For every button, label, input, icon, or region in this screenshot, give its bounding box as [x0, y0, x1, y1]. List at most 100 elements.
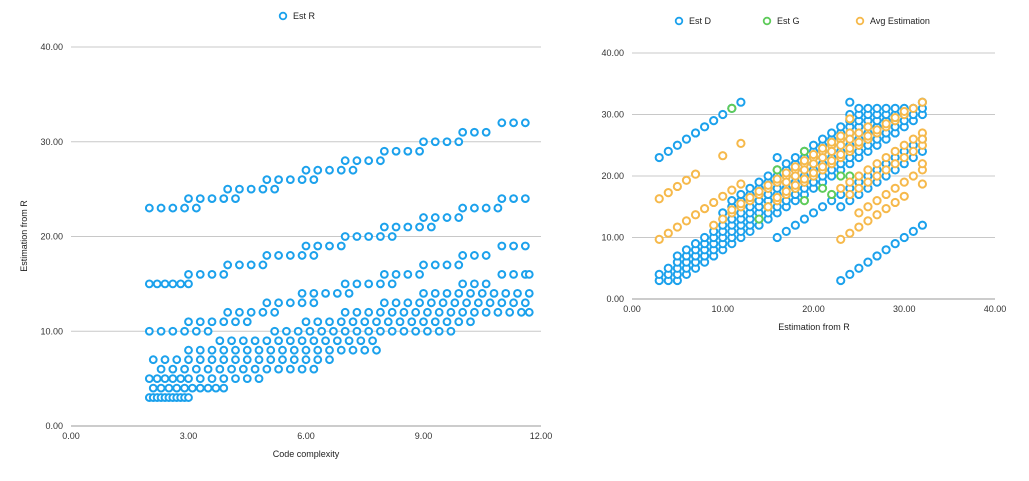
point-est-r: [509, 270, 518, 279]
point-est-d: [854, 263, 864, 273]
point-est-d: [845, 97, 855, 107]
point-est-d: [836, 122, 846, 132]
point-avg-estimation: [863, 165, 873, 175]
point-est-d: [817, 202, 828, 212]
point-avg-estimation: [845, 114, 855, 124]
point-est-r: [219, 383, 229, 393]
point-est-r: [470, 279, 479, 289]
point-est-r: [415, 298, 424, 308]
point-avg-estimation: [718, 151, 728, 161]
point-est-r: [278, 345, 287, 355]
point-est-r: [231, 374, 240, 384]
point-est-r: [262, 298, 272, 308]
point-est-r: [285, 298, 295, 308]
point-est-r: [176, 279, 186, 289]
point-est-r: [219, 317, 229, 327]
point-est-r: [156, 364, 166, 374]
point-est-r: [309, 336, 319, 346]
point-est-r: [172, 383, 182, 393]
point-est-r: [254, 355, 264, 365]
point-est-r: [258, 307, 268, 317]
point-avg-estimation: [690, 210, 701, 220]
chart1-points: [144, 118, 534, 402]
point-est-r: [509, 118, 518, 128]
point-est-r: [180, 383, 189, 393]
point-est-r: [317, 326, 327, 336]
point-est-r: [434, 307, 444, 317]
point-avg-estimation: [845, 228, 855, 238]
point-avg-estimation: [917, 97, 928, 107]
point-est-r: [473, 298, 483, 308]
point-est-r: [340, 326, 350, 336]
point-est-r: [391, 270, 401, 279]
point-est-r: [297, 336, 307, 346]
point-est-d: [672, 140, 682, 150]
point-est-r: [376, 156, 385, 166]
legend-label-est-r: Est R: [293, 11, 316, 21]
point-avg-estimation: [854, 222, 864, 232]
point-est-r: [266, 355, 276, 365]
point-est-d: [899, 232, 909, 243]
point-est-r: [285, 175, 295, 185]
point-avg-estimation: [763, 202, 773, 212]
c2-x-tick-label: 20.00: [802, 304, 825, 314]
point-avg-estimation: [854, 171, 864, 181]
point-est-r: [438, 298, 448, 308]
point-est-d: [781, 226, 791, 236]
point-est-r: [497, 270, 507, 279]
legend-marker-avg-estimation: [855, 16, 865, 26]
point-est-r: [415, 270, 424, 279]
point-est-r: [505, 307, 515, 317]
point-est-r: [144, 279, 154, 289]
point-est-r: [297, 288, 307, 298]
point-est-r: [203, 364, 213, 374]
point-est-d: [808, 208, 819, 218]
point-est-r: [458, 251, 468, 260]
point-est-r: [211, 383, 221, 393]
point-est-d: [772, 232, 782, 243]
point-avg-estimation: [890, 197, 900, 208]
point-est-r: [195, 317, 205, 327]
chart2-legend: Est D Est G Avg Estimation: [674, 16, 930, 26]
point-est-r: [176, 374, 186, 384]
point-est-r: [352, 232, 362, 241]
point-est-r: [344, 336, 354, 346]
point-est-d: [690, 239, 701, 249]
point-avg-estimation: [654, 234, 664, 244]
point-est-r: [454, 213, 464, 222]
point-est-r: [184, 374, 193, 384]
chart2-y-tick-labels: 0.00 10.00 20.00 30.00 40.00: [601, 48, 624, 304]
point-est-r: [434, 326, 444, 336]
point-est-r: [309, 251, 319, 260]
point-est-r: [368, 336, 377, 346]
point-est-r: [403, 270, 413, 279]
point-est-r: [454, 137, 464, 147]
point-est-d: [799, 214, 810, 224]
point-est-r: [485, 298, 495, 308]
point-est-r: [360, 345, 370, 355]
point-avg-estimation: [917, 159, 928, 169]
c1-y-tick-label: 20.00: [40, 232, 63, 242]
point-est-r: [184, 355, 193, 365]
point-est-r: [297, 175, 307, 185]
point-est-d: [654, 152, 664, 163]
point-est-r: [419, 288, 428, 298]
c2-x-tick-label: 10.00: [711, 304, 734, 314]
point-avg-estimation: [890, 146, 900, 156]
point-est-d: [890, 103, 900, 113]
point-est-r: [442, 213, 452, 222]
point-est-r: [242, 345, 252, 355]
point-est-r: [258, 260, 268, 270]
point-avg-estimation: [863, 131, 873, 141]
point-est-r: [246, 184, 256, 194]
point-est-d: [772, 152, 782, 163]
point-avg-estimation: [872, 171, 882, 181]
point-est-d: [863, 103, 873, 113]
point-est-r: [329, 326, 338, 336]
point-est-r: [481, 127, 491, 137]
point-est-g: [836, 171, 846, 181]
point-est-r: [497, 241, 507, 251]
point-est-r: [419, 137, 428, 147]
point-est-r: [282, 326, 291, 336]
point-est-r: [340, 307, 350, 317]
